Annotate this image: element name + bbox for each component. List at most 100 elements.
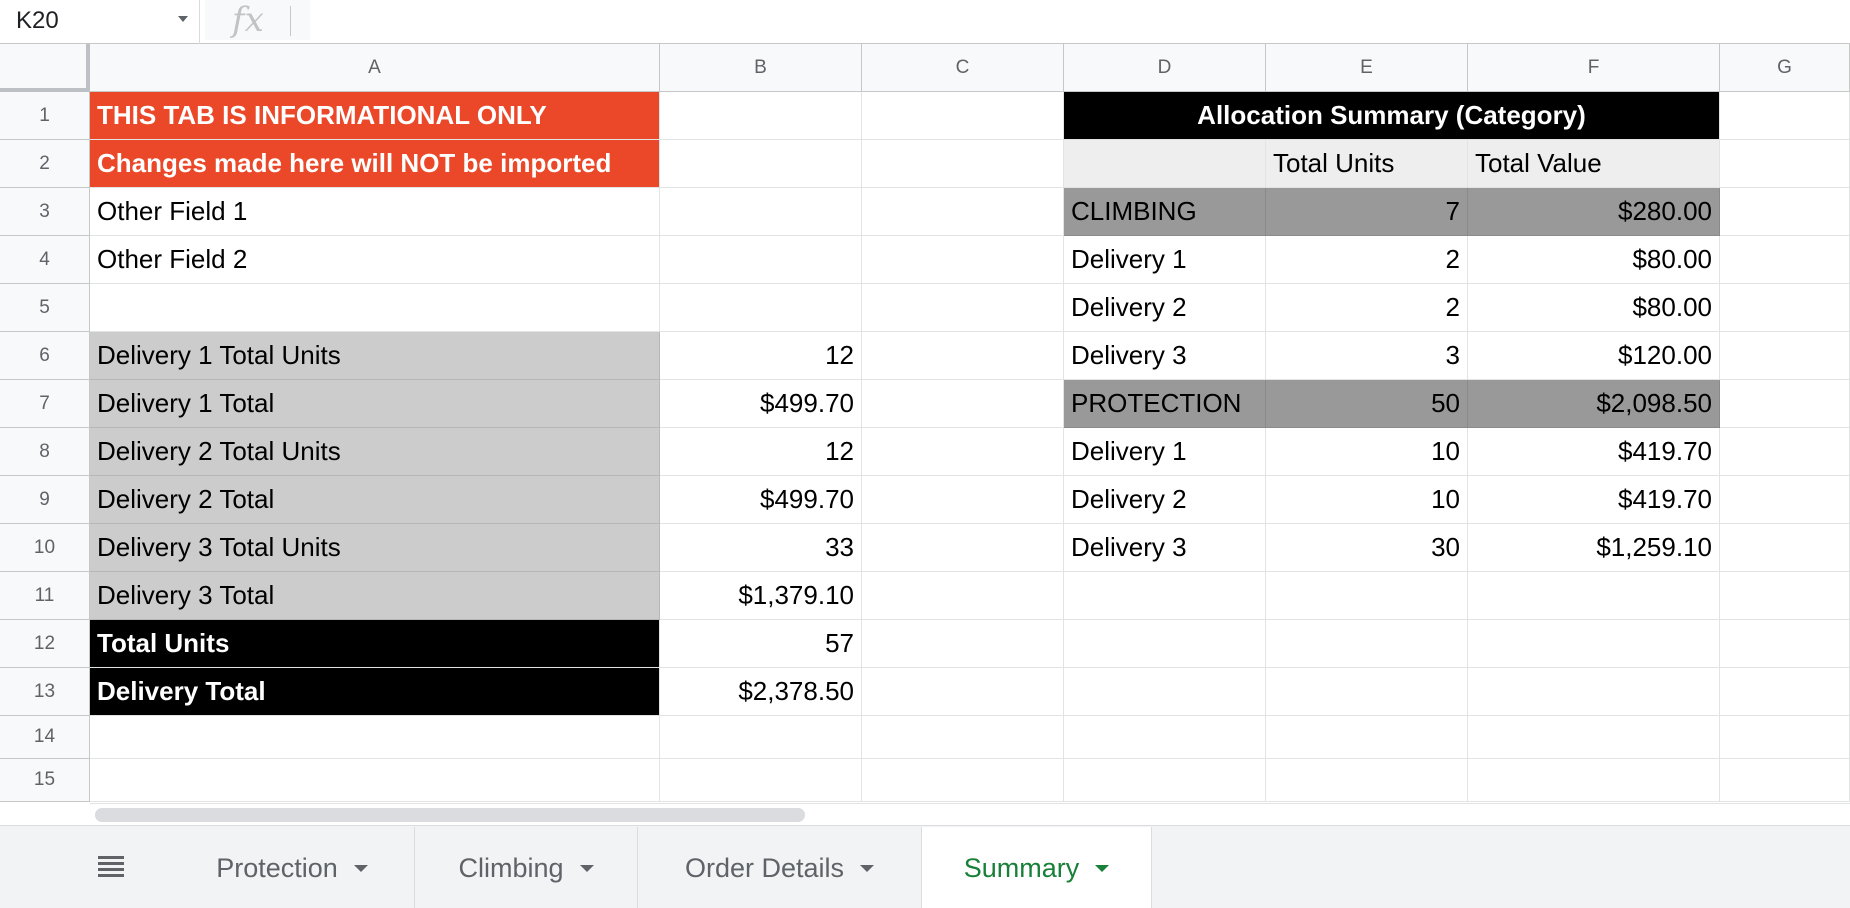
cell-F6[interactable]: $120.00 — [1468, 332, 1720, 380]
formula-input-area[interactable] — [205, 0, 310, 40]
cell-E10[interactable]: 30 — [1266, 524, 1468, 572]
cell-A9[interactable]: Delivery 2 Total — [90, 476, 660, 524]
cell-C8[interactable] — [862, 428, 1064, 476]
cell-F4[interactable]: $80.00 — [1468, 236, 1720, 284]
row-header-5[interactable]: 5 — [0, 284, 90, 332]
cell-G10[interactable] — [1720, 524, 1850, 572]
cell-C5[interactable] — [862, 284, 1064, 332]
row-header-8[interactable]: 8 — [0, 428, 90, 476]
cell-A13[interactable]: Delivery Total — [90, 668, 660, 716]
cell-D14[interactable] — [1064, 716, 1266, 759]
cell-A1[interactable]: THIS TAB IS INFORMATIONAL ONLY — [90, 92, 660, 140]
row-header-15[interactable]: 15 — [0, 759, 90, 802]
cell-G8[interactable] — [1720, 428, 1850, 476]
cell-B2[interactable] — [660, 140, 862, 188]
row-header-4[interactable]: 4 — [0, 236, 90, 284]
cell-B8[interactable]: 12 — [660, 428, 862, 476]
cell-F9[interactable]: $419.70 — [1468, 476, 1720, 524]
column-header-e[interactable]: E — [1266, 44, 1468, 92]
chevron-down-icon[interactable] — [860, 864, 875, 872]
cell-D5[interactable]: Delivery 2 — [1064, 284, 1266, 332]
row-header-11[interactable]: 11 — [0, 572, 90, 620]
hamburger-icon[interactable] — [98, 856, 124, 878]
name-box[interactable]: K20 — [0, 0, 200, 44]
cell-C9[interactable] — [862, 476, 1064, 524]
cell-G4[interactable] — [1720, 236, 1850, 284]
cell-G7[interactable] — [1720, 380, 1850, 428]
cell-G9[interactable] — [1720, 476, 1850, 524]
cell-A14[interactable] — [90, 716, 660, 759]
cell-E8[interactable]: 10 — [1266, 428, 1468, 476]
cell-A2[interactable]: Changes made here will NOT be imported — [90, 140, 660, 188]
cell-F3[interactable]: $280.00 — [1468, 188, 1720, 236]
cell-C7[interactable] — [862, 380, 1064, 428]
cell-D2[interactable] — [1064, 140, 1266, 188]
cell-E14[interactable] — [1266, 716, 1468, 759]
cell-B1[interactable] — [660, 92, 862, 140]
row-header-10[interactable]: 10 — [0, 524, 90, 572]
cell-D15[interactable] — [1064, 759, 1266, 802]
cell-B11[interactable]: $1,379.10 — [660, 572, 862, 620]
cell-F2[interactable]: Total Value — [1468, 140, 1720, 188]
cell-F13[interactable] — [1468, 668, 1720, 716]
column-header-d[interactable]: D — [1064, 44, 1266, 92]
cell-C4[interactable] — [862, 236, 1064, 284]
cell-F15[interactable] — [1468, 759, 1720, 802]
cell-F14[interactable] — [1468, 716, 1720, 759]
cell-A4[interactable]: Other Field 2 — [90, 236, 660, 284]
cell-D11[interactable] — [1064, 572, 1266, 620]
cell-E7[interactable]: 50 — [1266, 380, 1468, 428]
cell-B9[interactable]: $499.70 — [660, 476, 862, 524]
cell-A7[interactable]: Delivery 1 Total — [90, 380, 660, 428]
spreadsheet-grid[interactable]: A B C D E F G 1 2 3 4 5 6 7 8 9 10 11 12 13 14 15 THIS TAB IS … — [0, 44, 1850, 806]
cell-A8[interactable]: Delivery 2 Total Units — [90, 428, 660, 476]
cell-C3[interactable] — [862, 188, 1064, 236]
cell-B12[interactable]: 57 — [660, 620, 862, 668]
cell-C14[interactable] — [862, 716, 1064, 759]
cell-C2[interactable] — [862, 140, 1064, 188]
cell-D12[interactable] — [1064, 620, 1266, 668]
cell-G6[interactable] — [1720, 332, 1850, 380]
cell-G3[interactable] — [1720, 188, 1850, 236]
column-header-g[interactable]: G — [1720, 44, 1850, 92]
cell-B15[interactable] — [660, 759, 862, 802]
cell-G1[interactable] — [1720, 92, 1850, 140]
row-header-14[interactable]: 14 — [0, 716, 90, 759]
cell-B4[interactable] — [660, 236, 862, 284]
select-all-corner[interactable] — [0, 44, 90, 92]
cell-C6[interactable] — [862, 332, 1064, 380]
cell-F5[interactable]: $80.00 — [1468, 284, 1720, 332]
column-header-b[interactable]: B — [660, 44, 862, 92]
cell-G2[interactable] — [1720, 140, 1850, 188]
cell-E6[interactable]: 3 — [1266, 332, 1468, 380]
chevron-down-icon[interactable] — [579, 864, 594, 872]
tab-protection[interactable]: Protection — [170, 827, 415, 908]
cell-D9[interactable]: Delivery 2 — [1064, 476, 1266, 524]
tab-summary[interactable]: Summary — [922, 827, 1152, 908]
cell-E2[interactable]: Total Units — [1266, 140, 1468, 188]
cell-C12[interactable] — [862, 620, 1064, 668]
cell-E11[interactable] — [1266, 572, 1468, 620]
cell-E12[interactable] — [1266, 620, 1468, 668]
cell-G5[interactable] — [1720, 284, 1850, 332]
column-header-f[interactable]: F — [1468, 44, 1720, 92]
chevron-down-icon[interactable] — [1095, 864, 1110, 872]
cell-E3[interactable]: 7 — [1266, 188, 1468, 236]
cell-B3[interactable] — [660, 188, 862, 236]
cell-E9[interactable]: 10 — [1266, 476, 1468, 524]
cell-E5[interactable]: 2 — [1266, 284, 1468, 332]
cell-A10[interactable]: Delivery 3 Total Units — [90, 524, 660, 572]
horizontal-scrollbar-thumb[interactable] — [95, 808, 805, 822]
row-header-3[interactable]: 3 — [0, 188, 90, 236]
cell-G12[interactable] — [1720, 620, 1850, 668]
cell-B13[interactable]: $2,378.50 — [660, 668, 862, 716]
cell-D1-merged[interactable]: Allocation Summary (Category) — [1064, 92, 1720, 140]
cell-B6[interactable]: 12 — [660, 332, 862, 380]
cell-A6[interactable]: Delivery 1 Total Units — [90, 332, 660, 380]
cell-B10[interactable]: 33 — [660, 524, 862, 572]
cell-A3[interactable]: Other Field 1 — [90, 188, 660, 236]
cell-C13[interactable] — [862, 668, 1064, 716]
cell-C15[interactable] — [862, 759, 1064, 802]
cell-E15[interactable] — [1266, 759, 1468, 802]
cell-D10[interactable]: Delivery 3 — [1064, 524, 1266, 572]
